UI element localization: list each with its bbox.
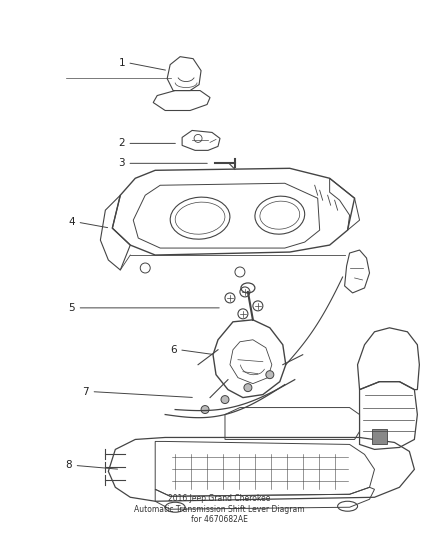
- Text: 3: 3: [118, 158, 125, 168]
- Text: 7: 7: [82, 386, 89, 397]
- Text: 1: 1: [118, 58, 125, 68]
- Circle shape: [266, 370, 274, 378]
- Text: 5: 5: [68, 303, 75, 313]
- Circle shape: [221, 395, 229, 403]
- Text: 2016 Jeep Grand Cherokee
Automatic Transmission Shift Lever Diagram
for 4670682A: 2016 Jeep Grand Cherokee Automatic Trans…: [134, 495, 304, 524]
- Circle shape: [201, 406, 209, 414]
- Polygon shape: [371, 430, 388, 445]
- Text: 4: 4: [68, 217, 75, 227]
- Circle shape: [244, 384, 252, 392]
- Text: 8: 8: [66, 461, 72, 470]
- Text: 2: 2: [118, 139, 125, 148]
- Text: 6: 6: [170, 345, 177, 355]
